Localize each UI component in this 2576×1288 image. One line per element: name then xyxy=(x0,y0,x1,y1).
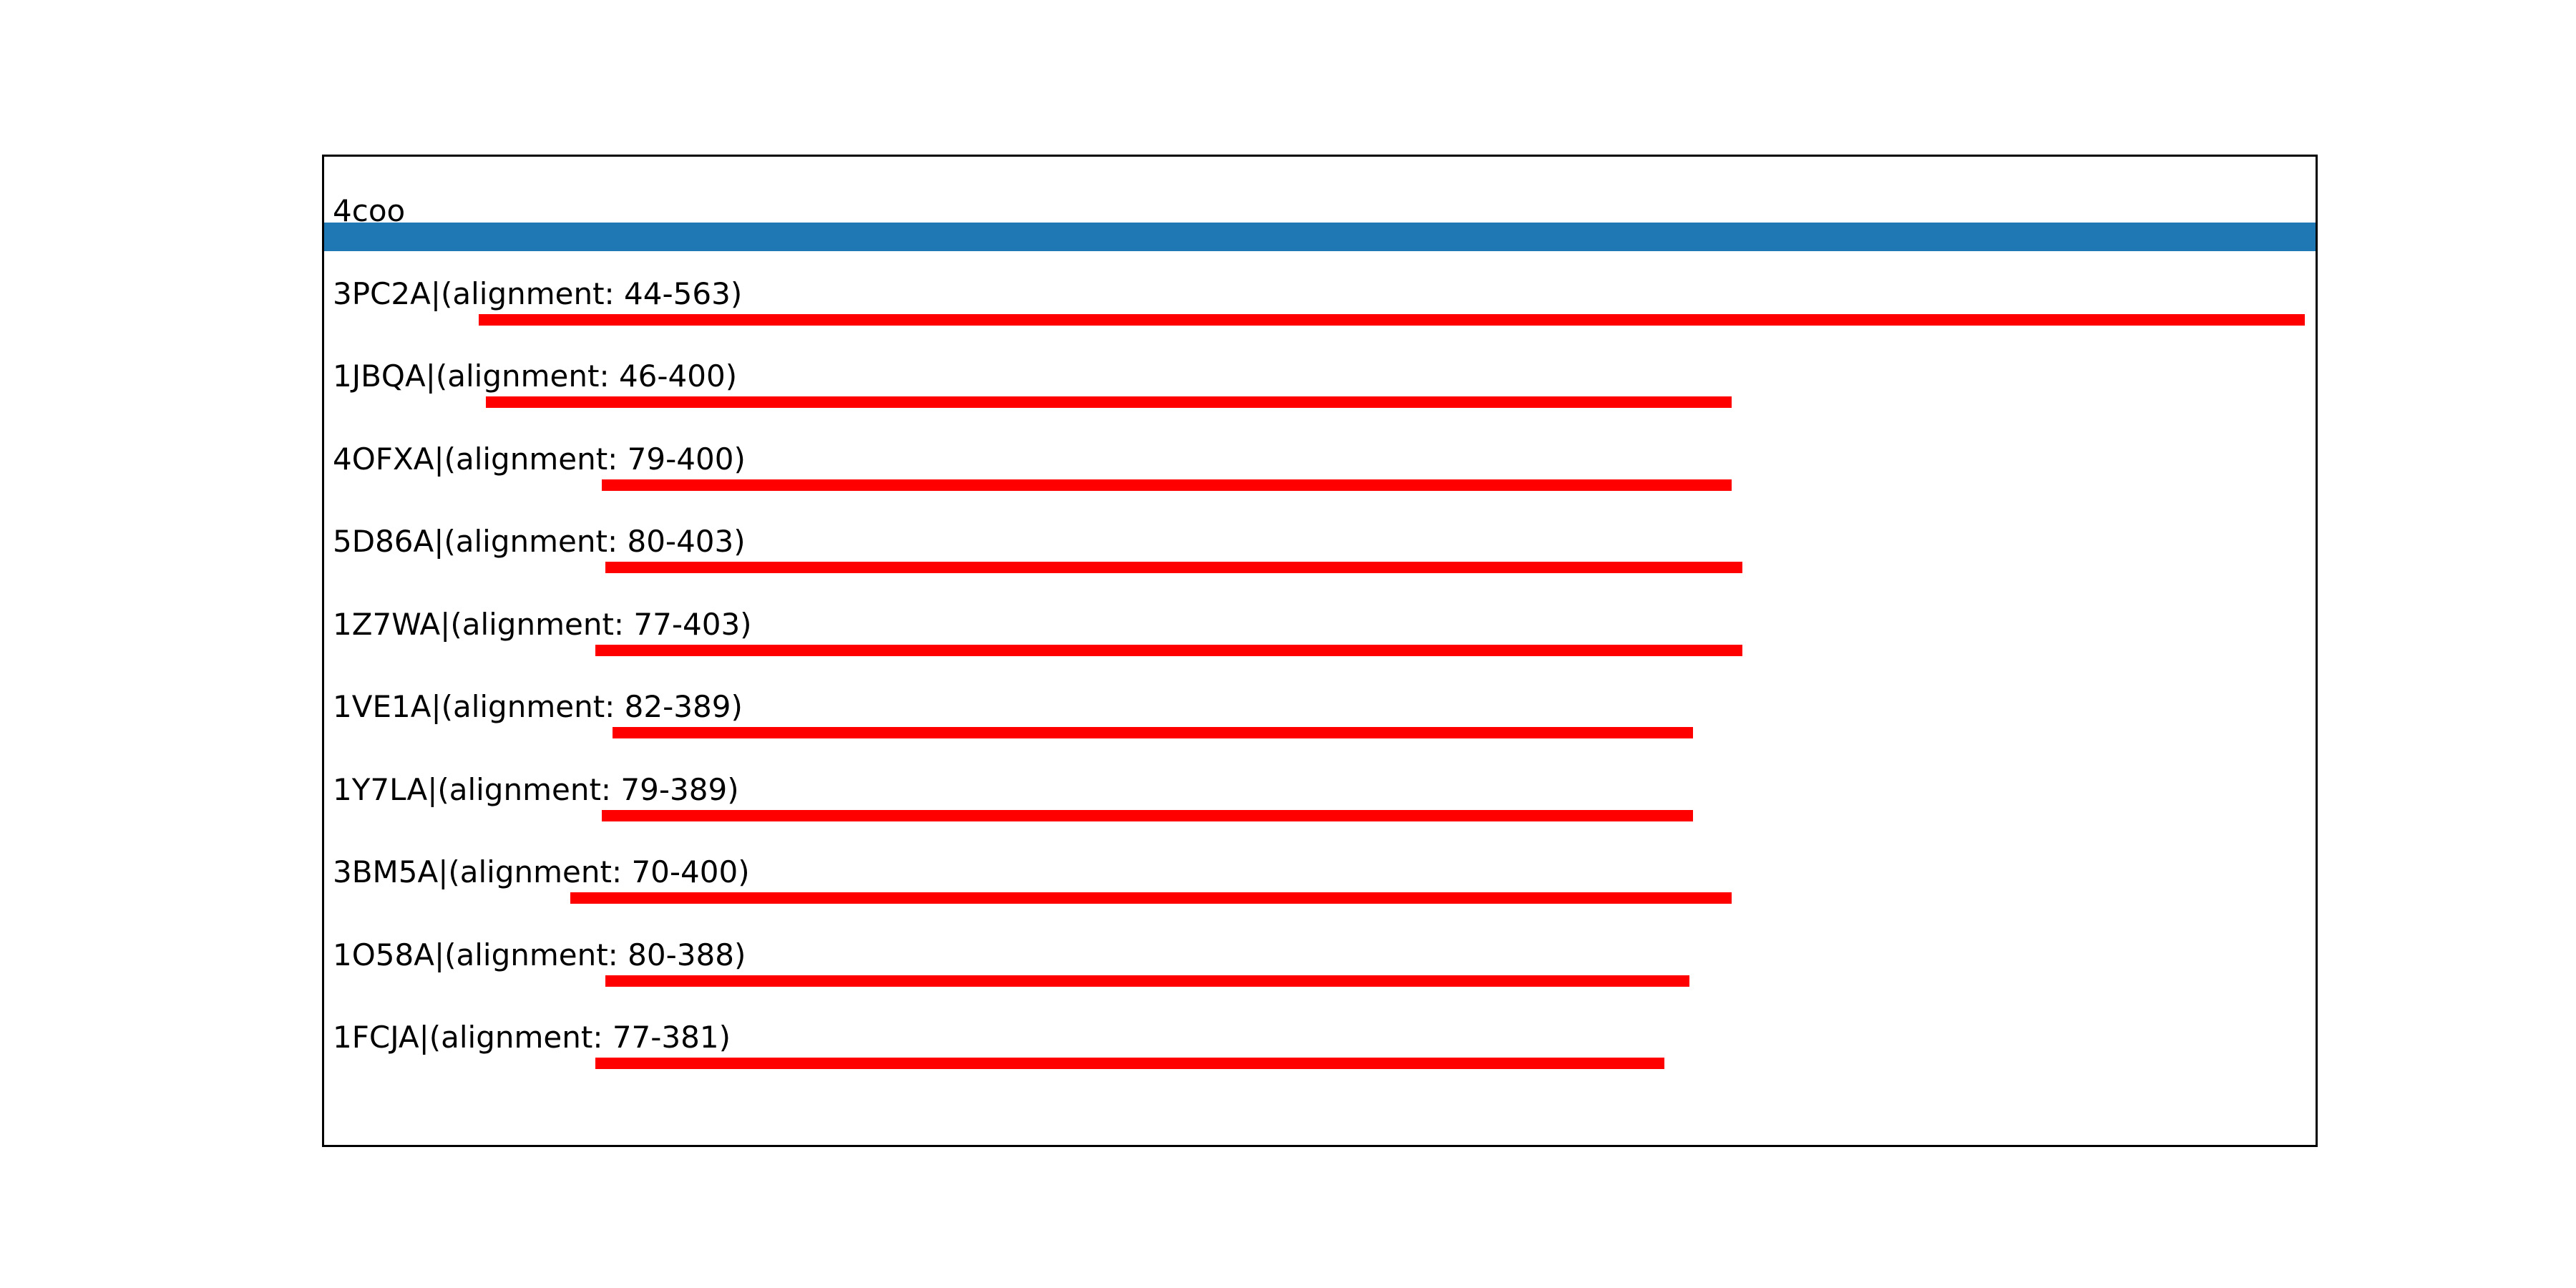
hit-label: 1VE1A|(alignment: 82-389) xyxy=(333,689,743,724)
hit-bar xyxy=(605,975,1689,987)
hit-bar xyxy=(595,1058,1665,1069)
hit-label: 1JBQA|(alignment: 46-400) xyxy=(333,358,738,394)
hit-bar xyxy=(605,562,1742,573)
hit-bar xyxy=(486,396,1732,408)
hit-label: 3BM5A|(alignment: 70-400) xyxy=(333,854,750,889)
hit-label: 5D86A|(alignment: 80-403) xyxy=(333,524,746,559)
hit-label: 4OFXA|(alignment: 79-400) xyxy=(333,441,746,477)
query-bar xyxy=(324,223,2316,251)
hit-label: 1FCJA|(alignment: 77-381) xyxy=(333,1020,731,1055)
hit-bar xyxy=(602,479,1732,491)
plot-frame: 4coo 3PC2A|(alignment: 44-563) 1JBQA|(al… xyxy=(322,155,2318,1147)
alignment-rows: 4coo 3PC2A|(alignment: 44-563) 1JBQA|(al… xyxy=(324,157,2316,1145)
query-label: 4coo xyxy=(333,193,406,228)
hit-label: 1O58A|(alignment: 80-388) xyxy=(333,937,746,972)
hit-bar xyxy=(613,727,1693,738)
hit-bar xyxy=(479,313,2306,326)
hit-bar xyxy=(602,809,1693,821)
hit-label: 1Z7WA|(alignment: 77-403) xyxy=(333,606,752,642)
hit-bar xyxy=(595,644,1742,656)
hit-label: 1Y7LA|(alignment: 79-389) xyxy=(333,771,739,807)
hit-bar xyxy=(570,892,1732,904)
hit-label: 3PC2A|(alignment: 44-563) xyxy=(333,275,743,311)
